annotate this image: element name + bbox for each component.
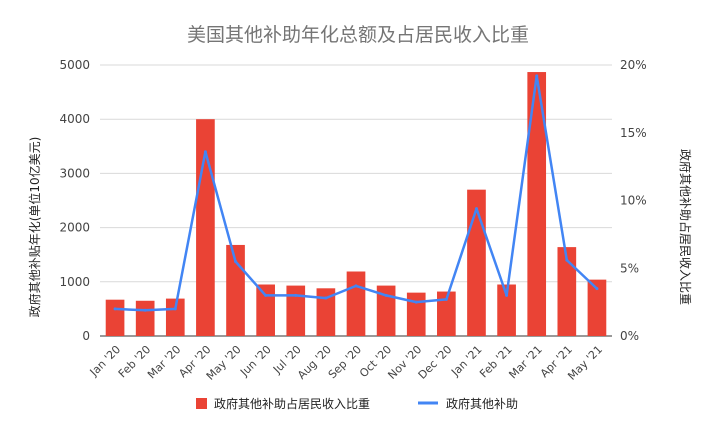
y-right-tick-label: 5% bbox=[620, 261, 639, 275]
y-left-tick-label: 0 bbox=[82, 329, 90, 343]
y-axis-right-label: 政府其他补助占居民收入比重 bbox=[678, 149, 693, 305]
y-axis-left-label: 政府其他补贴年化(单位10亿美元) bbox=[27, 137, 42, 318]
bar bbox=[105, 299, 125, 336]
x-tick-label: Aug '20 bbox=[295, 343, 334, 382]
line-point bbox=[354, 284, 358, 288]
bar bbox=[587, 279, 607, 336]
x-tick-label: Mar '21 bbox=[506, 343, 544, 381]
bar bbox=[557, 247, 577, 336]
bar bbox=[437, 291, 456, 336]
y-left-tick-label: 3000 bbox=[59, 166, 90, 180]
y-left-tick-label: 5000 bbox=[59, 58, 90, 72]
line-series bbox=[113, 74, 599, 312]
line-point bbox=[565, 258, 569, 262]
bar bbox=[406, 292, 426, 336]
y-left-tick-label: 2000 bbox=[59, 221, 90, 235]
y-axis-right: 0% 5% 10% 15% 20% bbox=[620, 58, 647, 343]
legend-bar-label: 政府其他补助占居民收入比重 bbox=[214, 396, 370, 411]
line-point bbox=[384, 293, 388, 297]
x-tick-label: Dec '20 bbox=[416, 343, 455, 382]
bar bbox=[527, 72, 547, 337]
y-right-tick-label: 0% bbox=[620, 329, 639, 343]
line-point bbox=[414, 300, 418, 304]
x-tick-label: Jun '20 bbox=[237, 343, 274, 380]
line-point bbox=[505, 293, 509, 297]
x-tick-label: Sep '20 bbox=[326, 343, 364, 381]
y-right-tick-label: 20% bbox=[620, 58, 647, 72]
line-point bbox=[535, 74, 539, 78]
legend-bar-swatch bbox=[196, 398, 207, 409]
line-point bbox=[474, 207, 478, 211]
bar bbox=[376, 285, 396, 336]
y-axis-left: 0 1000 2000 3000 4000 5000 bbox=[59, 58, 90, 343]
bar bbox=[286, 285, 306, 336]
line-point bbox=[444, 297, 448, 301]
line-point bbox=[264, 293, 268, 297]
line-point bbox=[113, 307, 117, 311]
y-right-tick-label: 15% bbox=[620, 126, 647, 140]
y-right-tick-label: 10% bbox=[620, 194, 647, 208]
x-tick-label: Mar '20 bbox=[145, 343, 183, 381]
legend: 政府其他补助占居民收入比重 政府其他补助 bbox=[196, 396, 518, 411]
line-point bbox=[143, 308, 147, 312]
y-left-tick-label: 4000 bbox=[59, 112, 90, 126]
line-point bbox=[234, 259, 238, 263]
bar bbox=[346, 271, 366, 336]
line-point bbox=[294, 293, 298, 297]
line-point bbox=[203, 150, 207, 154]
line-point bbox=[595, 287, 599, 291]
chart-title: 美国其他补助年化总额及占居民收入比重 bbox=[187, 24, 529, 46]
bar bbox=[135, 300, 155, 336]
gridlines bbox=[100, 64, 612, 337]
bar bbox=[256, 284, 275, 336]
bar bbox=[316, 288, 336, 336]
y-left-tick-label: 1000 bbox=[59, 275, 90, 289]
bar bbox=[497, 284, 516, 336]
line-point bbox=[173, 307, 177, 311]
legend-line-label: 政府其他补助 bbox=[446, 396, 518, 411]
line-point bbox=[324, 296, 328, 300]
